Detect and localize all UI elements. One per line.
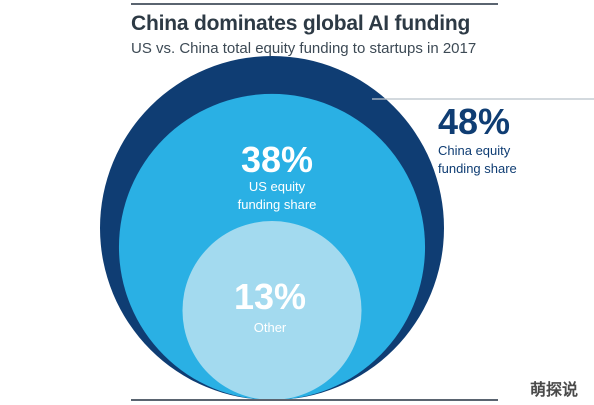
other-category-label: Other <box>254 320 287 335</box>
us-category-label: funding share <box>238 197 317 212</box>
china-category-label: funding share <box>438 161 517 176</box>
chart-subtitle: US vs. China total equity funding to sta… <box>131 40 477 57</box>
other-value-label: 13% <box>234 276 306 317</box>
china-category-label: China equity <box>438 143 511 158</box>
us-value-label: 38% <box>241 139 313 180</box>
chart-title: China dominates global AI funding <box>131 12 471 35</box>
watermark-text: 萌探说 <box>530 380 579 399</box>
bottom-rule <box>131 399 498 401</box>
us-category-label: US equity <box>249 179 306 194</box>
top-rule <box>131 3 498 5</box>
circle-other <box>182 220 362 400</box>
china-value-label: 48% <box>438 101 510 142</box>
